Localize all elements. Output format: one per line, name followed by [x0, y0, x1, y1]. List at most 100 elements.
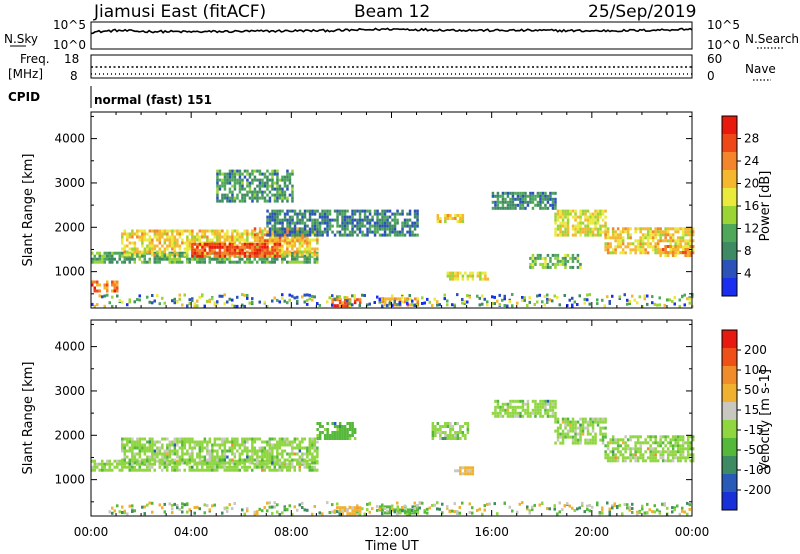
data-cell [246, 178, 249, 182]
data-cell [373, 221, 377, 225]
data-cell [223, 181, 227, 185]
data-cell [516, 203, 520, 207]
data-cell [191, 254, 194, 258]
data-cell [288, 468, 291, 472]
data-cell [246, 190, 249, 194]
data-cell [258, 190, 262, 194]
data-cell [348, 304, 351, 308]
data-cell [576, 230, 580, 234]
data-cell [131, 229, 134, 233]
data-cell [233, 229, 237, 233]
data-cell [381, 512, 384, 516]
data-cell [133, 232, 137, 236]
data-cell [216, 193, 219, 197]
colorbar-block [722, 224, 737, 243]
data-cell [454, 469, 457, 473]
data-cell [198, 443, 202, 447]
data-cell [396, 212, 399, 216]
data-cell [306, 257, 309, 261]
data-cell [488, 502, 491, 506]
data-cell [291, 257, 294, 261]
data-cell [546, 262, 550, 266]
data-cell [113, 509, 116, 513]
data-cell [283, 437, 287, 441]
data-cell [266, 455, 269, 459]
data-cell [96, 257, 99, 261]
data-cell [681, 444, 685, 448]
data-cell [641, 507, 644, 511]
data-cell [664, 239, 667, 243]
data-cell [644, 242, 647, 246]
data-cell [296, 212, 299, 216]
data-cell [263, 175, 267, 179]
data-cell [589, 215, 592, 219]
data-cell [218, 235, 222, 239]
data-cell [286, 236, 289, 240]
data-cell [464, 437, 467, 440]
data-cell [659, 239, 662, 243]
data-cell [401, 300, 404, 304]
data-cell [656, 248, 660, 251]
data-cell [143, 229, 147, 233]
data-cell [253, 458, 257, 462]
data-cell [431, 434, 435, 437]
data-cell [293, 230, 297, 234]
data-cell [223, 172, 227, 176]
data-cell [153, 449, 157, 453]
data-cell [158, 440, 162, 444]
data-cell [173, 443, 177, 447]
data-cell [213, 455, 217, 459]
data-cell [516, 399, 520, 403]
data-cell [238, 190, 242, 194]
data-cell [681, 456, 685, 460]
data-cell [203, 503, 206, 507]
data-cell [218, 455, 222, 459]
data-cell [596, 417, 600, 421]
data-cell [579, 426, 582, 430]
data-cell [323, 437, 327, 440]
data-cell [121, 468, 124, 472]
data-cell [591, 441, 595, 445]
data-cell [293, 505, 296, 509]
data-cell [171, 465, 174, 469]
data-cell [346, 209, 349, 213]
data-cell [166, 232, 169, 236]
data-cell [316, 209, 319, 213]
data-cell [551, 200, 555, 204]
data-cell [188, 244, 192, 248]
data-cell [243, 461, 247, 465]
data-cell [454, 217, 457, 220]
data-cell [673, 302, 676, 306]
data-cell [261, 236, 264, 240]
data-cell [341, 233, 344, 237]
data-cell [146, 503, 149, 507]
data-cell [326, 224, 329, 228]
data-cell [671, 435, 675, 439]
data-cell [311, 230, 314, 234]
data-cell [438, 303, 441, 307]
data-cell [566, 209, 570, 213]
data-cell [156, 452, 159, 456]
data-cell [439, 437, 442, 440]
data-cell [529, 191, 532, 195]
data-cell [271, 172, 274, 176]
data-cell [291, 512, 294, 516]
data-cell [133, 452, 137, 456]
data-cell [589, 233, 592, 237]
data-cell [403, 509, 406, 513]
data-cell [211, 242, 214, 246]
data-cell [303, 254, 306, 258]
data-cell [649, 459, 652, 463]
data-cell [571, 441, 575, 445]
data-cell [481, 277, 485, 281]
data-cell [256, 169, 259, 173]
data-cell [316, 440, 319, 444]
data-cell [506, 191, 510, 195]
data-cell [128, 446, 132, 450]
data-cell [371, 218, 374, 222]
data-cell [646, 239, 650, 243]
data-cell [571, 435, 575, 439]
data-cell [346, 512, 349, 516]
data-cell [544, 399, 547, 403]
data-cell [233, 169, 237, 173]
